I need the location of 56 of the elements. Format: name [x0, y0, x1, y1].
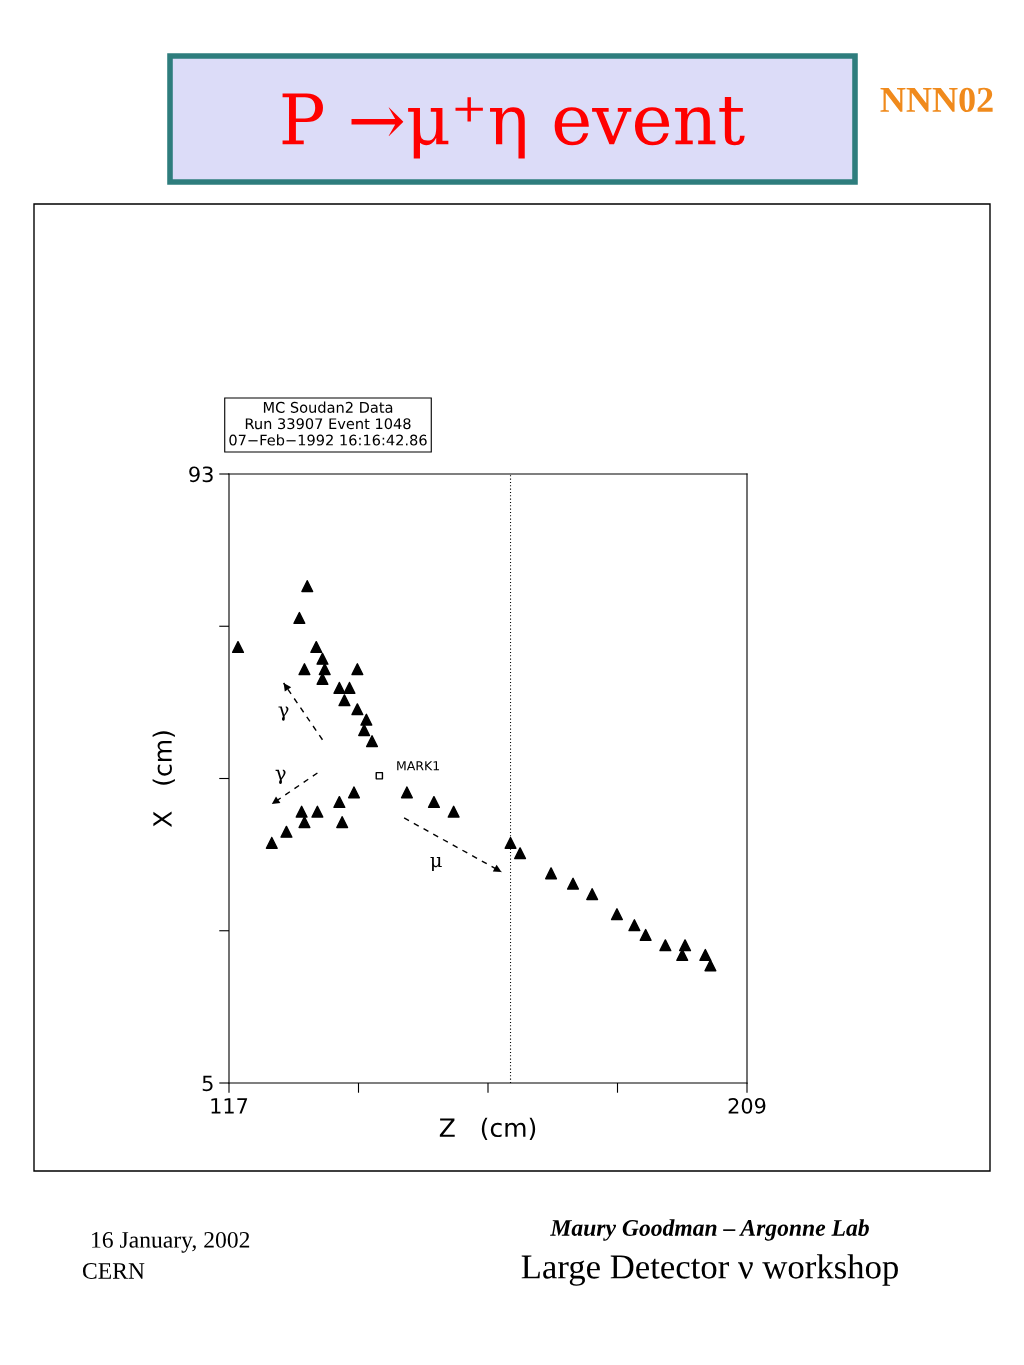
- x-axis-title: Z (cm): [439, 1117, 536, 1141]
- point: [295, 805, 308, 818]
- point: [333, 681, 346, 694]
- point: [704, 959, 717, 972]
- text: CERN: [82, 1263, 145, 1279]
- point: [375, 771, 384, 780]
- annotation: μ: [430, 856, 442, 872]
- point: [427, 795, 441, 809]
- text: 16 January, 2002: [92, 1231, 250, 1253]
- point: [280, 825, 293, 838]
- point: [336, 816, 349, 829]
- point: [318, 663, 331, 676]
- point: [343, 681, 356, 694]
- annotation: γ: [275, 769, 286, 785]
- point: [347, 786, 361, 799]
- point: [333, 795, 346, 809]
- point: [351, 703, 364, 716]
- x-tick-label: 209: [728, 1097, 766, 1114]
- point: [360, 713, 373, 726]
- text: Large Detector ν workshop: [521, 1254, 898, 1286]
- point: [610, 908, 624, 921]
- point: [310, 640, 323, 654]
- point: [586, 887, 599, 901]
- y-axis-title: X (cm): [152, 731, 175, 828]
- text: NNN02: [880, 87, 993, 113]
- point: [639, 928, 652, 941]
- point: [231, 640, 245, 654]
- point: [265, 836, 278, 849]
- point: [358, 723, 371, 737]
- point: [293, 611, 306, 625]
- annotation: γ: [278, 706, 289, 721]
- point: [365, 735, 379, 748]
- point: [400, 786, 413, 799]
- point: [298, 663, 311, 676]
- point: [566, 877, 580, 890]
- point: [504, 836, 517, 849]
- point: [544, 867, 558, 880]
- point: [316, 652, 329, 665]
- y-tick-label: 5: [202, 1075, 213, 1092]
- text: Maury Goodman – Argonne Lab: [550, 1219, 869, 1241]
- point: [338, 694, 351, 707]
- point: [659, 939, 672, 952]
- point: [447, 805, 460, 818]
- annotation: MARK1: [397, 761, 440, 771]
- point: [298, 816, 311, 829]
- point: [628, 919, 641, 932]
- text: MC Soudan2 Data Run 33907 Event 1048 07−Feb−1992 16:16:42.86: [229, 401, 427, 446]
- point: [351, 663, 364, 676]
- point: [699, 948, 712, 962]
- point: [301, 580, 314, 593]
- x-tick-label: 117: [211, 1098, 248, 1114]
- y-tick-label: 93: [189, 466, 213, 483]
- point: [678, 939, 692, 952]
- point: [514, 847, 527, 860]
- chart-title: P →μ⁺η event: [282, 93, 745, 159]
- point: [311, 805, 324, 818]
